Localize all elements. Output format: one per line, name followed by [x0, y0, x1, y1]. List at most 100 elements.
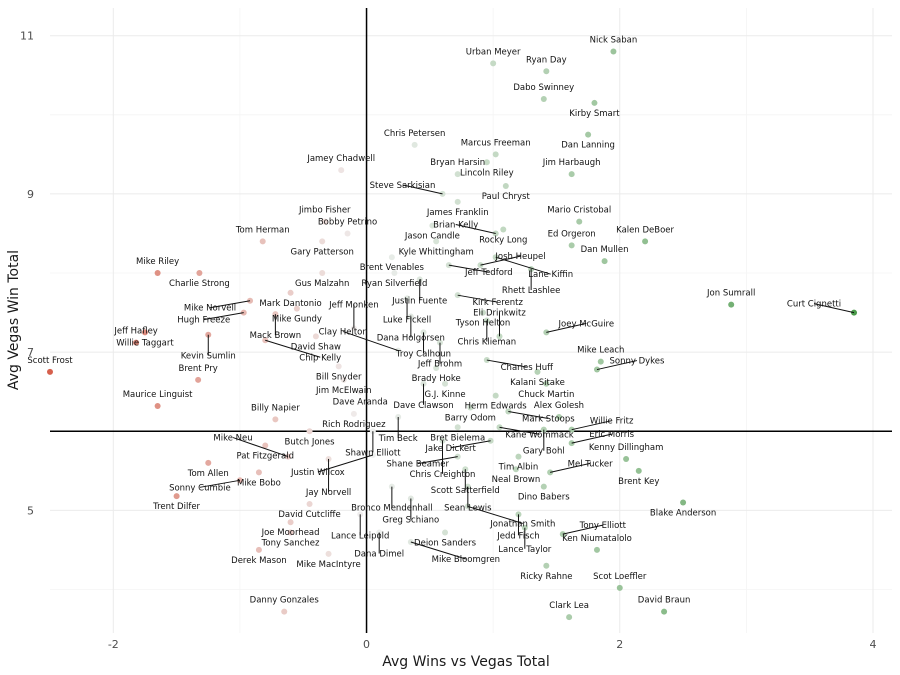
data-point	[433, 364, 440, 371]
point-label: Kevin Sumlin	[181, 352, 236, 362]
point-label: Kenny Dillingham	[589, 443, 664, 453]
data-point	[344, 230, 351, 237]
point-label: Jeff Brohm	[417, 360, 462, 370]
point-label: Herm Edwards	[465, 402, 528, 412]
point-label: Jamey Chadwell	[306, 154, 375, 164]
point-label: Rocky Long	[479, 236, 527, 246]
data-point	[272, 416, 279, 423]
leader-line	[448, 264, 489, 273]
point-label: Chris Creighton	[410, 470, 476, 480]
data-point	[454, 198, 461, 205]
point-label: Scot Loeffler	[593, 572, 647, 582]
point-label: Danny Gonzales	[250, 596, 320, 606]
point-label: Paul Chryst	[482, 192, 531, 202]
point-label: Troy Calhoun	[395, 349, 451, 359]
point-label: Nick Saban	[590, 36, 638, 46]
data-point	[566, 614, 573, 621]
point-label: Mel Tucker	[568, 459, 613, 469]
data-point	[467, 404, 474, 411]
point-label: Ryan Day	[526, 55, 567, 65]
point-label: Charles Huff	[501, 363, 555, 373]
major-gridlines	[50, 8, 892, 633]
data-point	[281, 608, 288, 615]
point-label: Kalen DeBoer	[616, 225, 674, 235]
data-point	[262, 442, 269, 449]
leader-line	[499, 426, 540, 435]
data-points	[47, 48, 858, 621]
point-label: Bret Bielema	[430, 433, 485, 443]
data-point	[306, 501, 313, 508]
data-point	[623, 455, 630, 462]
point-label: Joe Moorhead	[261, 528, 320, 538]
data-point	[340, 376, 347, 383]
data-point	[154, 402, 161, 409]
data-point	[255, 546, 262, 553]
point-label: Kyle Whittingham	[399, 247, 474, 257]
point-label: Dana Dimel	[354, 550, 404, 560]
point-label: Chris Petersen	[384, 129, 445, 139]
point-label: Chuck Martin	[518, 390, 574, 400]
point-label: Jim McElwain	[315, 386, 372, 396]
point-label: Hugh Freeze	[177, 316, 230, 326]
point-label: Lincoln Riley	[460, 168, 514, 178]
data-point	[205, 459, 212, 466]
data-point	[196, 270, 203, 277]
data-point	[492, 151, 499, 158]
data-point	[483, 159, 490, 166]
point-label: Kalani Sitake	[510, 378, 565, 388]
data-point	[287, 529, 294, 536]
point-label: Bobby Petrino	[318, 217, 377, 227]
point-label: Rhett Lashlee	[502, 286, 560, 296]
leader-line	[455, 223, 496, 234]
data-point	[312, 333, 319, 340]
point-label: Brent Pry	[178, 364, 217, 374]
point-label: Butch Jones	[285, 437, 336, 447]
point-label: Bronco Mendenhall	[351, 504, 433, 514]
data-point	[543, 68, 550, 75]
data-point	[133, 339, 140, 346]
point-label: Deion Sanders	[414, 539, 477, 549]
point-label: Jedd Fisch	[496, 531, 539, 541]
leader-line	[402, 184, 443, 195]
point-label: David Shaw	[291, 342, 341, 352]
point-label: Jonathan Smith	[489, 519, 555, 529]
data-point	[433, 238, 440, 245]
data-point	[490, 60, 497, 67]
data-point	[350, 410, 357, 417]
point-label: Trent Dilfer	[152, 502, 200, 512]
leader-line	[417, 456, 458, 465]
point-label: Willie Fritz	[590, 417, 634, 427]
data-point	[338, 167, 345, 174]
point-label: Bill Snyder	[316, 372, 362, 382]
data-point	[154, 270, 161, 277]
point-label: Billy Napier	[251, 403, 300, 413]
point-label: Tim Beck	[378, 434, 418, 444]
point-label: Chip Kelly	[299, 353, 341, 363]
point-label: Gus Malzahn	[295, 279, 349, 289]
data-point	[616, 584, 623, 591]
point-label: Lance Taylor	[498, 545, 552, 555]
point-label: Mike Bloomgren	[432, 555, 500, 565]
data-point	[555, 414, 562, 421]
data-point	[568, 242, 575, 249]
leader-line	[457, 294, 498, 303]
data-point	[357, 388, 364, 395]
point-label: Tim Albin	[498, 463, 539, 473]
point-label: Sonny Cumbie	[169, 483, 231, 493]
point-label: Jason Candle	[404, 232, 460, 242]
point-label: Jimbo Fisher	[298, 206, 351, 216]
point-label: Mike Leach	[577, 346, 624, 356]
data-point	[534, 368, 541, 375]
data-point	[597, 358, 604, 365]
point-label: Neal Brown	[492, 475, 541, 485]
point-label: Steve Sarkisian	[370, 181, 436, 191]
point-label: Sonny Dykes	[609, 357, 665, 367]
point-label: Tom Herman	[235, 225, 290, 235]
point-label: Brian Kelly	[433, 220, 478, 230]
data-point	[293, 305, 300, 312]
data-point	[502, 183, 509, 190]
point-label: Kirk Ferentz	[472, 298, 523, 308]
leader-line	[508, 410, 549, 419]
data-point	[259, 238, 266, 245]
